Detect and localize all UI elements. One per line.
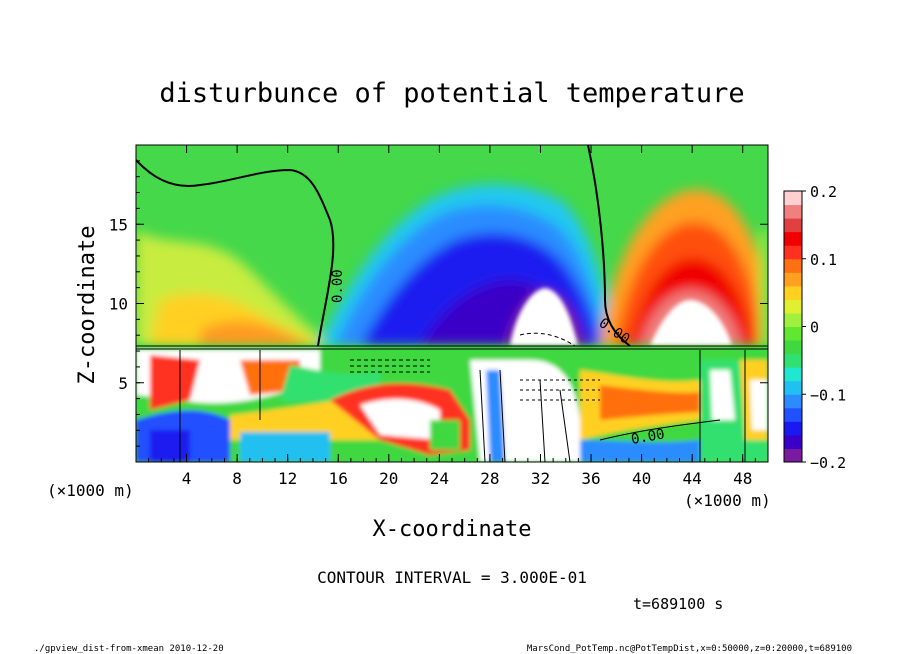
x-tick-label: 16 [329,469,348,488]
x-unit-right: (×1000 m) [684,491,771,510]
colorbar-ticks: 0.2 0.1 0 −0.1 −0.2 [802,183,846,472]
colorbar-swatch [784,380,802,395]
colorbar-swatch [784,367,802,382]
y-tick-label: 5 [118,374,128,393]
colorbar-swatch [784,245,802,260]
x-tick-label: 8 [232,469,242,488]
footer-right: MarsCond_PotTemp.nc@PotTempDist,x=0:5000… [527,644,852,654]
x-axis: 4 8 12 16 20 24 28 32 36 40 44 48 [148,145,756,488]
colorbar-tick-label: 0.2 [810,183,837,201]
x-tick-label: 32 [531,469,550,488]
colorbar-swatch [784,340,802,355]
x-tick-label: 4 [182,469,192,488]
x-tick-label: 12 [278,469,297,488]
time-annotation: t=689100 s [633,595,723,613]
chart-title: disturbunce of potential temperature [159,78,744,109]
y-axis: 5 10 15 [109,160,768,447]
x-tick-label: 44 [683,469,702,488]
colorbar-swatch [784,326,802,341]
colorbar-swatch [784,421,802,436]
colorbar-swatch [784,434,802,449]
x-tick-label: 20 [379,469,398,488]
colorbar-swatch [784,191,802,206]
colorbar-swatch [784,299,802,314]
y-tick-label: 10 [109,295,128,314]
colorbar-swatch [784,407,802,422]
x-tick-label: 40 [632,469,651,488]
x-unit-left: (×1000 m) [47,481,134,500]
colorbar-swatch [784,353,802,368]
colorbar-swatch [784,204,802,219]
contour-interval: CONTOUR INTERVAL = 3.000E-01 [317,568,587,587]
colorbar-swatch [784,258,802,273]
x-tick-label: 36 [581,469,600,488]
x-tick-label: 48 [733,469,752,488]
footer-left: ./gpview_dist-from-xmean 2010-12-20 [34,644,224,654]
colorbar-swatch [784,285,802,300]
contour-label: 0.00 [630,426,666,448]
colorbar-swatch [784,231,802,246]
colorbar-tick-label: 0.1 [810,251,837,269]
colorbar-tick-label: −0.2 [810,454,846,472]
contour-label: 0.00 [330,269,346,303]
y-axis-label: Z-coordinate [75,226,100,385]
colorbar-swatch [784,448,802,463]
colorbar-tick-label: −0.1 [810,386,846,404]
colorbar-tick-label: 0 [810,319,819,337]
x-tick-label: 28 [480,469,499,488]
colorbar-swatch [784,312,802,327]
y-tick-label: 15 [109,215,128,234]
x-tick-label: 24 [430,469,449,488]
x-axis-label: X-coordinate [373,517,532,542]
colorbar-swatch [784,394,802,409]
colorbar [784,191,802,463]
colorbar-swatch [784,218,802,233]
heatmap-field [136,145,768,462]
colorbar-swatch [784,272,802,287]
